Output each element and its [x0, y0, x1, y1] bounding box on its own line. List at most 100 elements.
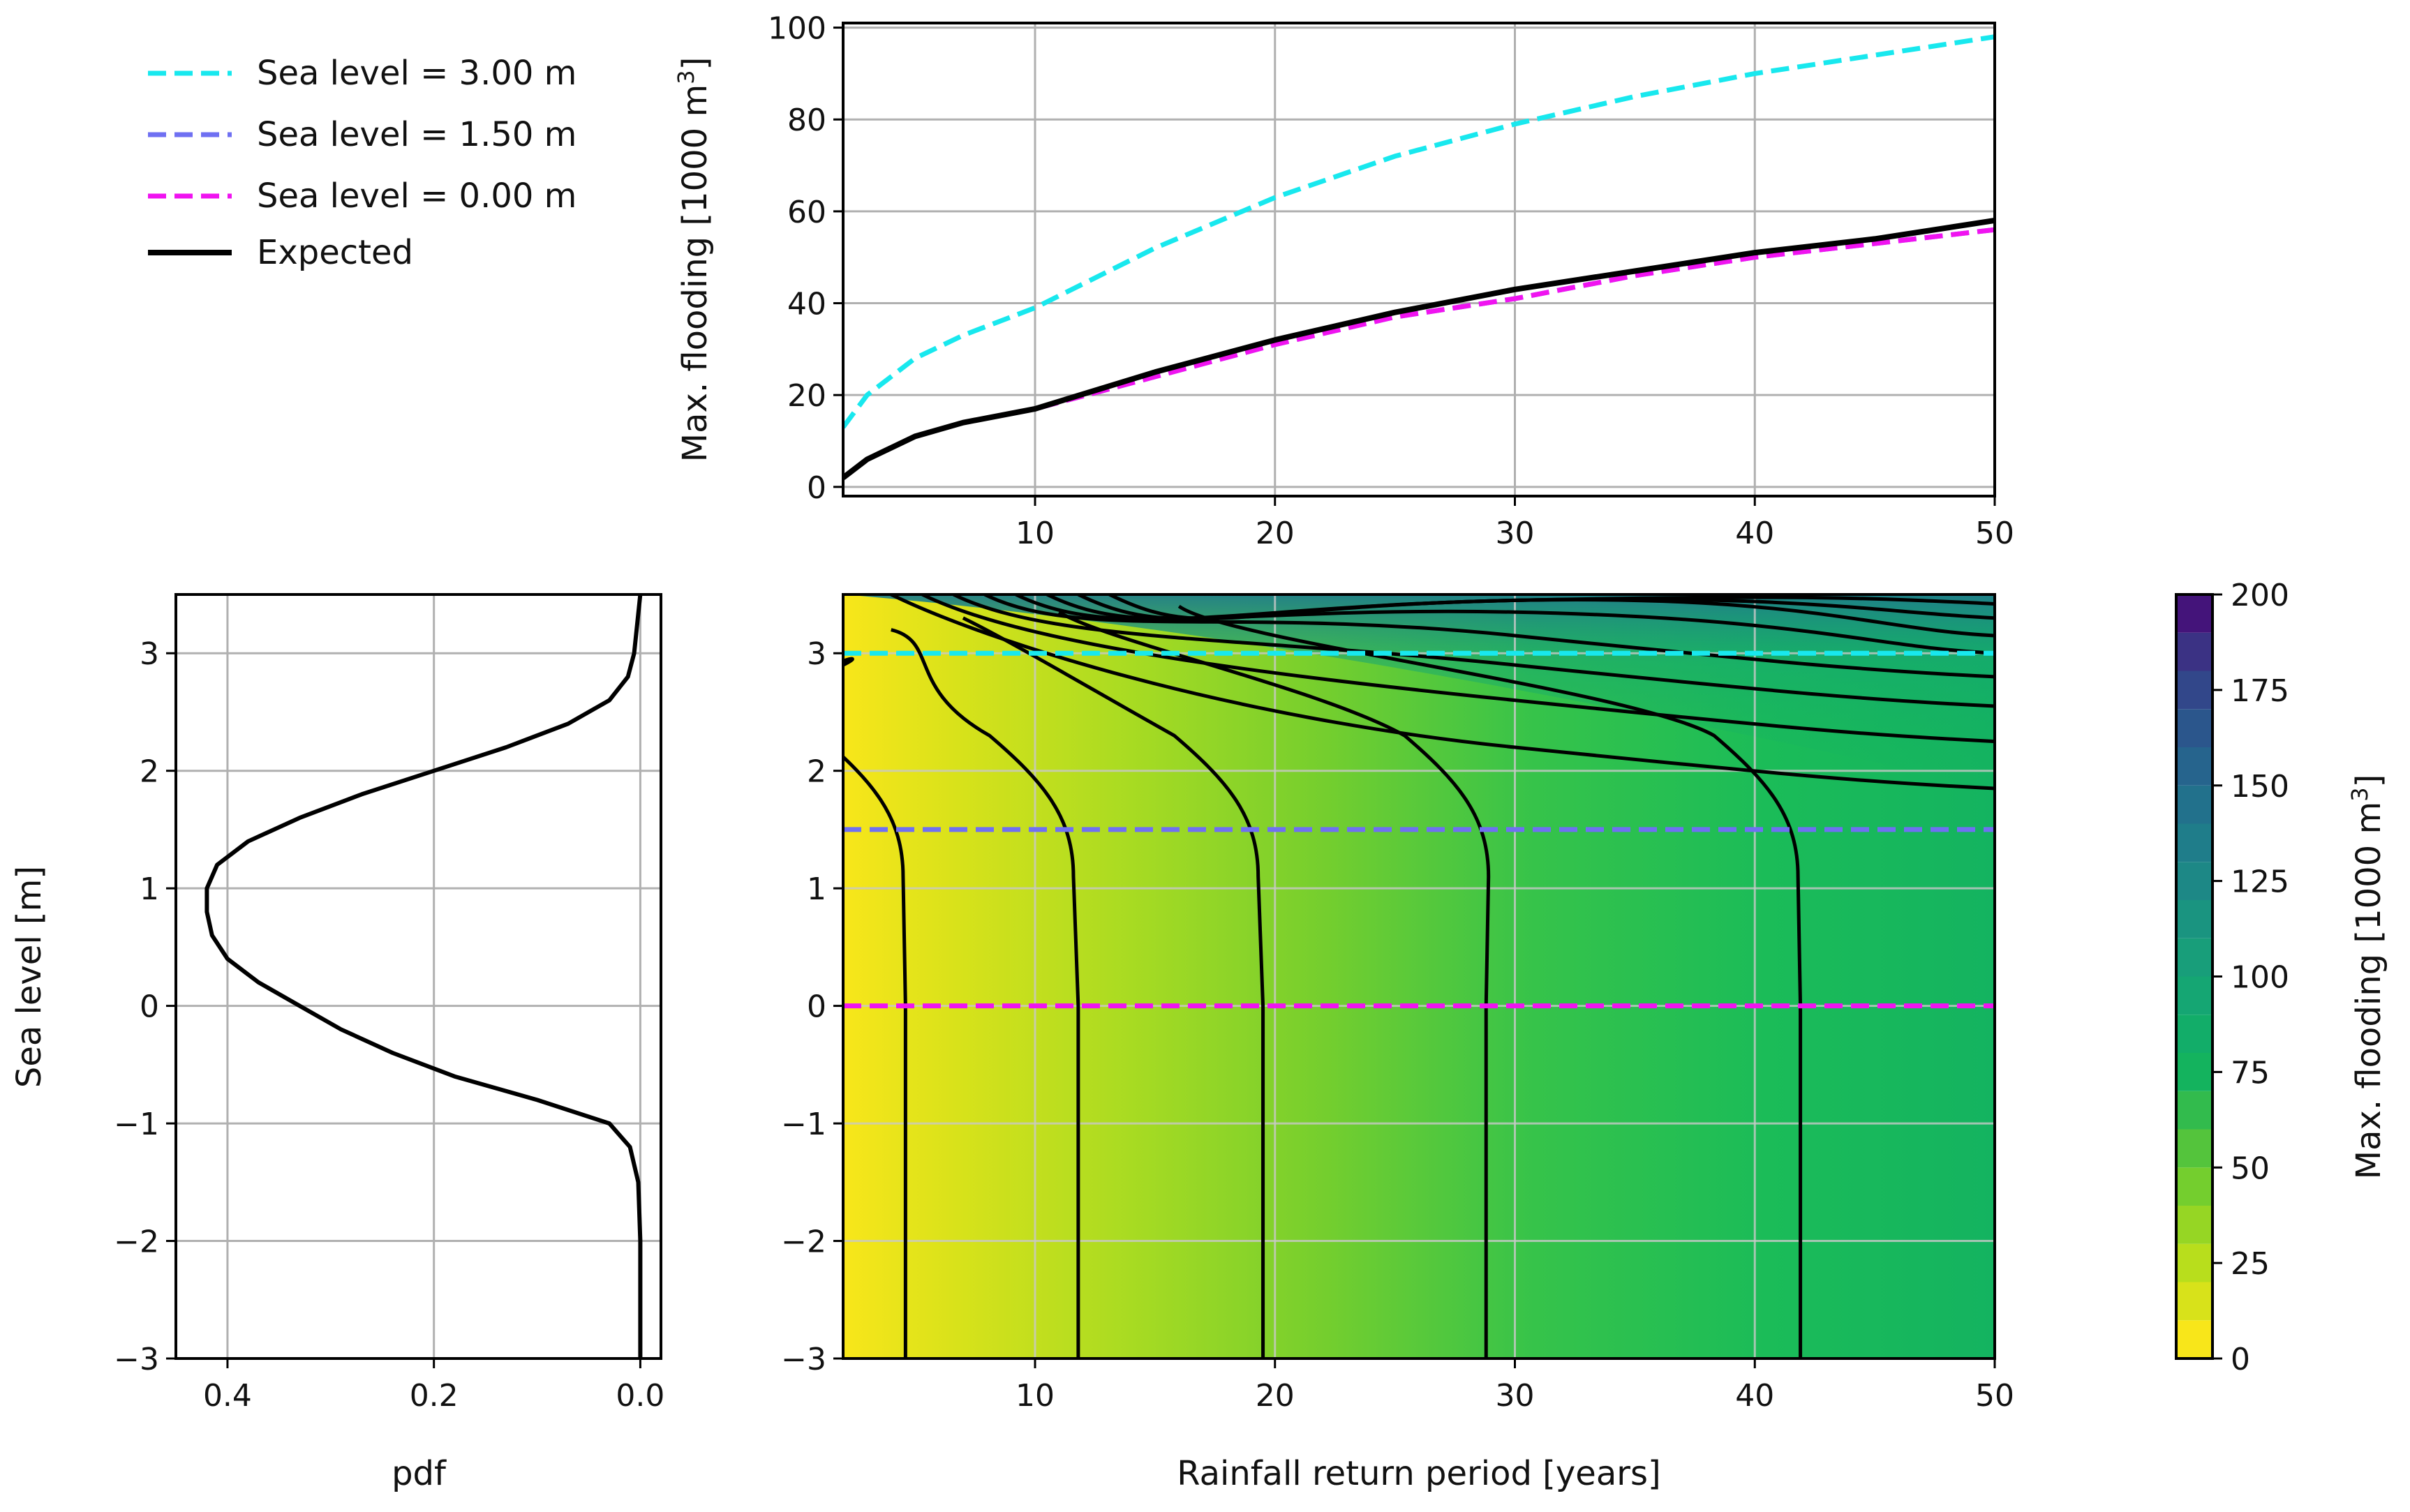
colorbar-level	[2176, 671, 2212, 710]
pdf-y-tick-label: 0	[140, 989, 159, 1025]
top-line-sea-level-3-00-m	[843, 34, 1995, 429]
colorbar-tick-label: 125	[2231, 864, 2289, 900]
colorbar-level	[2176, 976, 2212, 1015]
colorbar-level	[2176, 632, 2212, 671]
contour-y-tick-label: −1	[781, 1107, 826, 1142]
colorbar-level	[2176, 900, 2212, 938]
colorbar-tick-label: 25	[2231, 1246, 2270, 1282]
colorbar-level	[2176, 1167, 2212, 1206]
contour-y-tick-label: 1	[807, 871, 826, 907]
top-x-tick-label: 50	[1975, 516, 2014, 551]
colorbar-tick-label: 175	[2231, 673, 2289, 709]
colorbar-level	[2176, 1129, 2212, 1168]
contour-line-upper	[921, 594, 1995, 744]
top-line-expected	[843, 218, 1995, 480]
pdf-curve	[204, 594, 643, 1358]
contour-axes-frame	[842, 593, 1996, 1360]
top-series	[843, 34, 1995, 480]
colorbar-level	[2176, 938, 2212, 977]
colorbar-level	[2176, 862, 2212, 900]
pdf-axes-frame	[174, 593, 662, 1360]
pdf-x-tick-label: 0.4	[203, 1378, 252, 1414]
pdf-series	[204, 594, 643, 1358]
pdf-y-tick-label: −1	[114, 1107, 159, 1142]
legend-label: Sea level = 1.50 m	[257, 115, 577, 154]
legend-label: Sea level = 0.00 m	[257, 177, 577, 216]
pdf-y-tick-label: −3	[114, 1342, 159, 1377]
colorbar-tick-label: 100	[2231, 960, 2289, 996]
top-y-tick-label: 40	[787, 287, 826, 322]
legend: Sea level = 3.00 m Sea level = 1.50 m Sea …	[148, 54, 577, 272]
contour-tick-labels: 10 20 30 40 50 −3 −2 −1 0 1 2 3	[781, 636, 2014, 1414]
contour-line-upper	[1108, 594, 1995, 621]
colorbar-levels	[2176, 594, 2212, 1358]
pdf-y-axis-label: Sea level [m]	[10, 866, 49, 1088]
top-axes-frame	[842, 22, 1996, 497]
colorbar-level	[2176, 823, 2212, 862]
pdf-y-tick-label: 3	[140, 636, 159, 672]
colorbar-level	[2176, 1243, 2212, 1282]
colorbar-tick-label: 75	[2231, 1055, 2270, 1091]
pdf-x-axis-label: pdf	[392, 1454, 447, 1493]
contour-lines	[843, 594, 1995, 1358]
colorbar-tick-labels: 0 25 50 75 100 125 150 175 200	[2212, 578, 2289, 1377]
contour-y-tick-label: 3	[807, 636, 826, 672]
colorbar-level	[2176, 1091, 2212, 1130]
top-plot-area	[843, 23, 1995, 496]
top-y-tick-label: 0	[807, 470, 826, 506]
top-tick-labels: 10 20 30 40 50 0 20 40 60 80 100	[768, 11, 2014, 551]
contour-line-upper	[1015, 594, 1995, 655]
colorbar-tick-label: 50	[2231, 1151, 2270, 1186]
colorbar-level	[2176, 1206, 2212, 1244]
contour-y-tick-label: −2	[781, 1225, 826, 1260]
colorbar-level	[2176, 1282, 2212, 1321]
sea-level-reference-lines	[843, 650, 1995, 1009]
colorbar-tick-label: 0	[2231, 1342, 2250, 1377]
colorbar: 0 25 50 75 100 125 150 175 200 Max. flooding [10…	[2175, 578, 2388, 1377]
heatmap-upper-region	[843, 594, 1995, 788]
contour-chart: 10 20 30 40 50 −3 −2 −1 0 1 2 3 Rainfall return per…	[781, 593, 2014, 1493]
contour-y-tick-label: 2	[807, 754, 826, 790]
colorbar-tick-label: 150	[2231, 769, 2289, 804]
pdf-y-tick-label: 2	[140, 754, 159, 790]
pdf-tick-labels: 0.4 0.2 0.0 −3 −2 −1 0 1 2 3	[114, 636, 664, 1414]
pdf-plot-area	[176, 594, 661, 1358]
contour-x-tick-label: 30	[1496, 1378, 1535, 1414]
contour-x-tick-label: 20	[1256, 1378, 1295, 1414]
colorbar-level	[2176, 709, 2212, 747]
top-x-tick-label: 40	[1735, 516, 1774, 551]
contour-x-axis-label: Rainfall return period [years]	[1177, 1454, 1660, 1493]
colorbar-level	[2176, 1053, 2212, 1091]
colorbar-level	[2176, 1015, 2212, 1053]
contour-line-20	[891, 628, 1080, 1358]
colorbar-level	[2176, 594, 2212, 633]
top-y-tick-label: 80	[787, 103, 826, 138]
top-y-tick-label: 100	[768, 11, 826, 47]
top-line-chart: 10 20 30 40 50 0 20 40 60 80 100 Max. flooding [10…	[673, 11, 2014, 551]
contour-x-tick-label: 40	[1735, 1378, 1774, 1414]
pdf-y-tick-label: 1	[140, 871, 159, 907]
top-x-tick-label: 20	[1256, 516, 1295, 551]
legend-label: Sea level = 3.00 m	[257, 54, 577, 93]
colorbar-label: Max. flooding [1000 m3]	[2346, 774, 2388, 1180]
top-y-axis-label: Max. flooding [1000 m3]	[673, 57, 715, 463]
contour-line-upper	[953, 594, 1995, 708]
top-y-tick-label: 20	[787, 378, 826, 414]
pdf-y-tick-label: −2	[114, 1225, 159, 1260]
contour-y-tick-label: 0	[807, 989, 826, 1025]
pdf-x-tick-label: 0.2	[410, 1378, 459, 1414]
contour-x-tick-label: 10	[1016, 1378, 1055, 1414]
contour-line-upper	[890, 594, 1995, 791]
colorbar-level	[2176, 785, 2212, 824]
colorbar-tick-label: 200	[2231, 578, 2289, 613]
top-x-tick-label: 10	[1016, 516, 1055, 551]
colorbar-level	[2176, 1320, 2212, 1358]
colorbar-level	[2176, 747, 2212, 786]
contour-y-tick-label: −3	[781, 1342, 826, 1377]
pdf-x-tick-label: 0.0	[616, 1378, 664, 1414]
contour-line-upper	[983, 594, 1995, 679]
pdf-chart: 0.4 0.2 0.0 −3 −2 −1 0 1 2 3 pdf Sea level [m]	[10, 593, 664, 1493]
contour-line-30	[962, 616, 1265, 1358]
top-y-tick-label: 60	[787, 195, 826, 230]
